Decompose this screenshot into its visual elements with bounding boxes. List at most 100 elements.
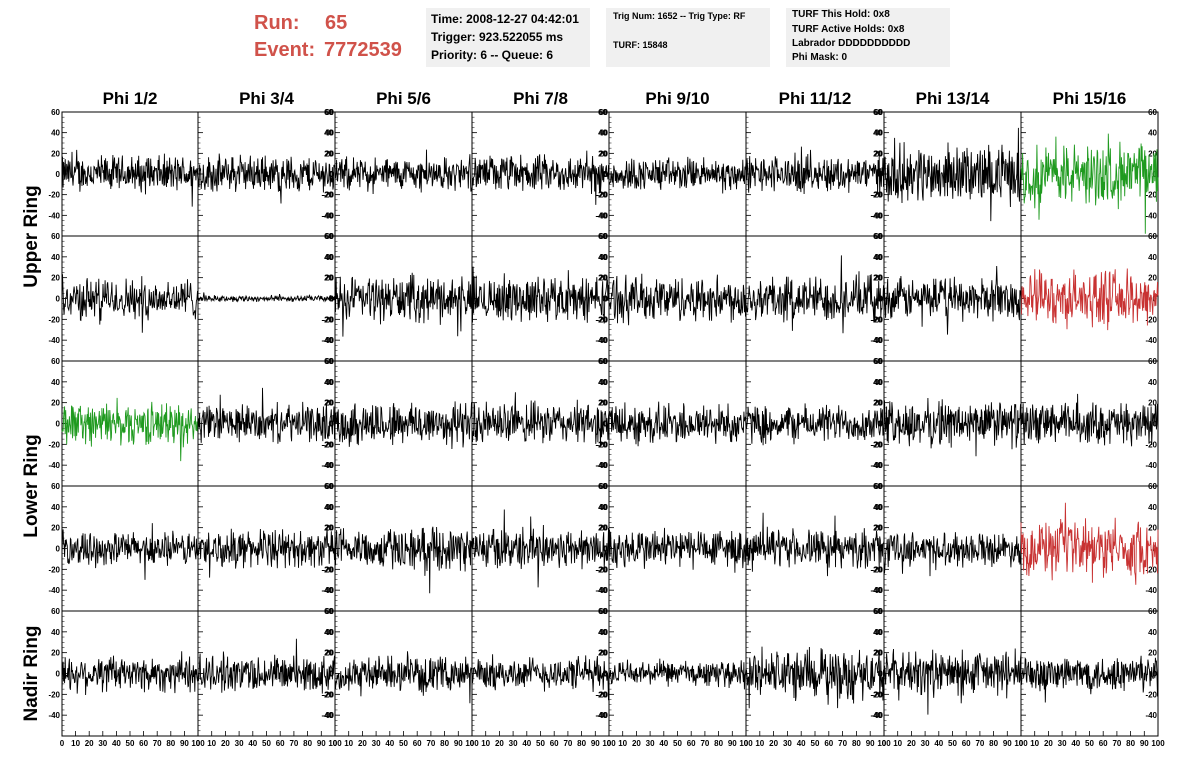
y-tick-label: -40 — [321, 336, 333, 345]
y-tick-label: 0 — [603, 670, 608, 679]
x-tick-label: 80 — [989, 739, 998, 748]
panel-r3-c1: -40 -20 0 20 40 60 — [48, 357, 199, 487]
labrador-text: Labrador DDDDDDDDDD — [792, 38, 911, 49]
y-tick-label: 60 — [599, 232, 608, 241]
y-tick-label: 60 — [874, 232, 883, 241]
x-tick-label: 60 — [1099, 739, 1108, 748]
waveform-trace — [883, 648, 1022, 715]
y-tick-label: 60 — [51, 607, 60, 616]
y-tick-label: 60 — [1148, 232, 1157, 241]
waveform-trace — [471, 654, 610, 701]
x-tick-label: 20 — [1044, 739, 1053, 748]
y-tick-label: 40 — [599, 628, 608, 637]
column-title-2: Phi 3/4 — [239, 89, 294, 108]
y-tick-label: 20 — [598, 399, 607, 408]
y-tick-label: 60 — [325, 607, 334, 616]
y-tick-label: -20 — [595, 440, 607, 449]
y-tick-label: -20 — [596, 565, 608, 574]
waveform-trace — [883, 127, 1022, 222]
y-tick-label: -40 — [321, 711, 333, 720]
y-tick-label: -20 — [596, 191, 608, 200]
waveform-trace — [883, 532, 1022, 577]
x-tick-label: 50 — [1085, 739, 1094, 748]
x-tick-label: 20 — [495, 739, 504, 748]
y-tick-label: 40 — [325, 628, 334, 637]
y-tick-label: 0 — [878, 170, 883, 179]
x-tick-label: 60 — [413, 739, 422, 748]
y-tick-label: 60 — [51, 108, 60, 117]
x-tick-label: 70 — [426, 739, 435, 748]
panel-r4-c5: -40 -20 0 20 40 60 — [595, 482, 747, 612]
y-tick-label: -40 — [322, 211, 334, 220]
waveform-trace — [61, 651, 199, 696]
y-tick-label: 60 — [598, 607, 607, 616]
y-tick-label: -40 — [595, 461, 607, 470]
panel-r2-c5: -40 -20 0 20 40 60 — [595, 232, 747, 362]
ring-title-upper-ring: Upper Ring — [21, 185, 42, 287]
panel-frame — [745, 360, 885, 487]
y-tick-label: -20 — [870, 690, 882, 699]
turf-hold-text: TURF This Hold: 0x8 — [792, 9, 890, 20]
x-tick-label: 90 — [454, 739, 463, 748]
y-tick-label: 60 — [599, 357, 608, 366]
y-tick-label: 40 — [51, 253, 60, 262]
y-tick-label: 60 — [874, 607, 883, 616]
waveform-trace — [334, 526, 473, 594]
y-tick-label: 20 — [51, 649, 60, 658]
y-tick-label: 0 — [603, 295, 608, 304]
y-tick-label: 20 — [325, 274, 334, 283]
y-tick-label: 0 — [56, 420, 61, 429]
y-tick-label: -20 — [870, 191, 882, 200]
y-tick-label: 40 — [874, 503, 883, 512]
y-tick-label: 0 — [604, 170, 609, 179]
waveform-trace — [883, 265, 1022, 335]
y-tick-label: 20 — [51, 274, 60, 283]
y-tick-label: 60 — [598, 482, 607, 491]
waveform-trace — [608, 156, 747, 194]
y-tick-label: 20 — [599, 274, 608, 283]
x-tick-label: 60 — [139, 739, 148, 748]
x-tick-label: 30 — [1058, 739, 1067, 748]
y-tick-label: 20 — [324, 149, 333, 158]
x-tick-label: 90 — [1140, 739, 1149, 748]
panel-r1-c4: -40 -20 0 20 40 60 — [471, 108, 610, 237]
y-tick-label: 20 — [325, 149, 334, 158]
panel-r1-c6: -40 -20 0 20 40 60 — [745, 108, 885, 237]
x-tick-label: 20 — [358, 739, 367, 748]
event-label: Event: — [254, 39, 316, 61]
y-tick-label: 60 — [599, 482, 608, 491]
y-tick-label: -40 — [596, 211, 608, 220]
x-tick-label: 20 — [632, 739, 641, 748]
y-tick-label: 60 — [324, 232, 333, 241]
y-tick-label: 40 — [873, 628, 882, 637]
y-tick-label: -20 — [322, 191, 334, 200]
x-tick-label: 70 — [975, 739, 984, 748]
panel-r2-c2: -40 -20 0 20 40 60 — [197, 232, 336, 362]
waveform-trace — [197, 387, 336, 444]
y-tick-label: 60 — [324, 482, 333, 491]
x-tick-label: 0 — [1019, 739, 1024, 748]
x-tick-label: 80 — [303, 739, 312, 748]
x-tick-label: 20 — [769, 739, 778, 748]
x-tick-label: 30 — [98, 739, 107, 748]
ring-titles: Upper Ring Lower Ring Nadir Ring — [21, 185, 42, 721]
y-tick-label: 40 — [324, 378, 333, 387]
panel-r5-c4: -40 -20 0 20 40 60 0 10 20 30 40 50 60 70 80 90 100 — [470, 607, 616, 748]
y-tick-label: -20 — [321, 315, 333, 324]
panel-r3-c7: -40 -20 0 20 40 60 — [870, 357, 1022, 487]
x-tick-label: 80 — [577, 739, 586, 748]
x-tick-label: 60 — [276, 739, 285, 748]
x-tick-label: 70 — [700, 739, 709, 748]
y-tick-label: 40 — [325, 253, 334, 262]
y-tick-label: 0 — [878, 295, 883, 304]
y-tick-label: -20 — [596, 315, 608, 324]
x-tick-label: 60 — [962, 739, 971, 748]
y-tick-label: 40 — [324, 628, 333, 637]
y-tick-label: 20 — [598, 149, 607, 158]
x-tick-label: 80 — [166, 739, 175, 748]
y-tick-label: -40 — [321, 461, 333, 470]
y-tick-label: 20 — [874, 399, 883, 408]
x-tick-label: 10 — [481, 739, 490, 748]
x-tick-label: 50 — [811, 739, 820, 748]
